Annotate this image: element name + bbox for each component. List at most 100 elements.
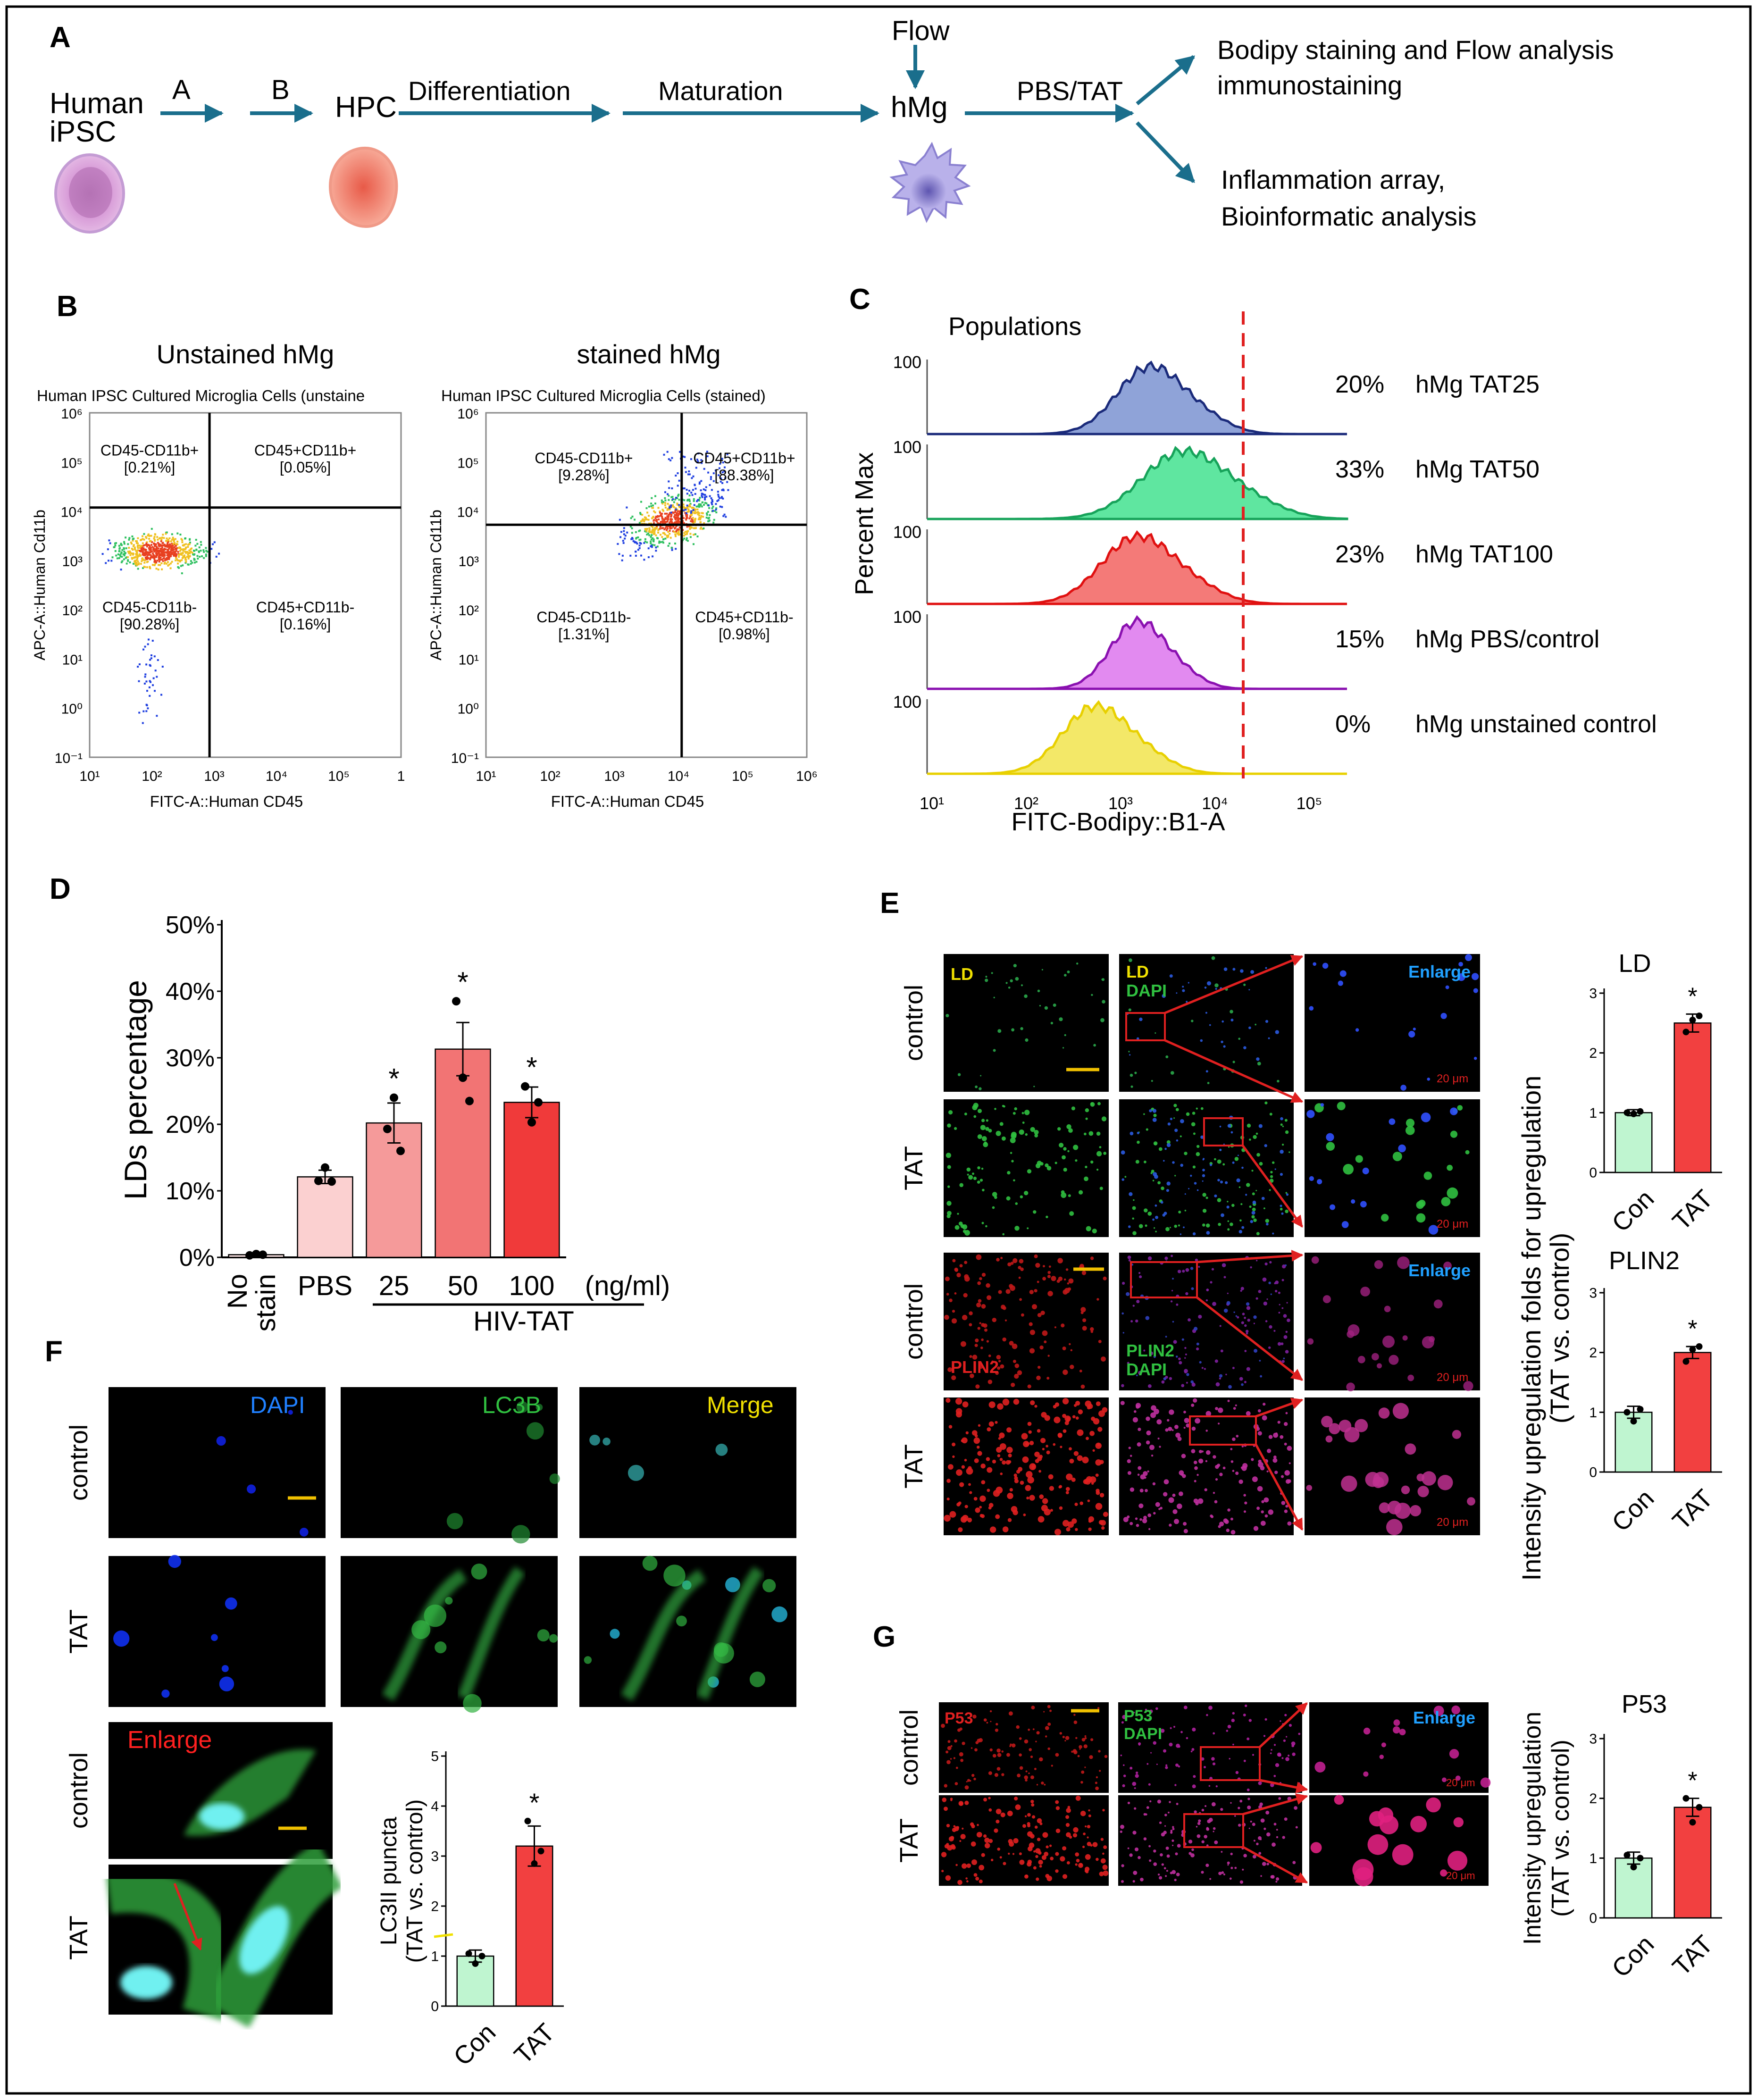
fluorescent-spot	[1283, 1314, 1287, 1318]
fluorescent-spot	[1175, 1108, 1179, 1112]
flow-dot	[148, 638, 150, 641]
flow-dot	[654, 517, 657, 519]
fluorescent-spot	[973, 1177, 977, 1180]
fluorescent-spot	[1273, 1744, 1276, 1746]
enlarged-cell	[106, 1870, 232, 2021]
fluorescent-spot	[1163, 1377, 1166, 1380]
flow-dot	[141, 546, 143, 548]
fluorescent-spot	[1217, 1464, 1221, 1467]
flow-dot	[645, 530, 648, 532]
flow-dot	[700, 503, 702, 506]
flow-dot	[138, 563, 140, 566]
zoom-arrow	[1243, 1793, 1308, 1816]
fluorescent-spot	[1272, 1232, 1274, 1235]
flow-dot	[706, 455, 709, 458]
fluorescent-spot	[959, 1264, 963, 1268]
flow-dot	[714, 469, 717, 472]
flow-dot	[648, 527, 651, 529]
flow-dot	[146, 554, 149, 556]
fluorescent-spot	[1191, 1426, 1196, 1431]
fluorescent-spot	[1196, 1189, 1199, 1191]
flow-dot	[143, 552, 145, 555]
fluorescent-spot	[1276, 1829, 1278, 1831]
fluorescent-spot	[1051, 1765, 1053, 1767]
fluorescent-spot	[1015, 977, 1019, 981]
fluorescent-spot	[1422, 1471, 1436, 1486]
fluorescent-spot	[1292, 1861, 1296, 1865]
flow-dot	[682, 503, 685, 506]
flow-dot	[634, 519, 636, 521]
fluorescent-spot	[1273, 1432, 1279, 1438]
data-point	[1637, 1855, 1644, 1862]
e-enlarge-label: Enlarge	[1408, 1261, 1471, 1280]
flow-dot	[147, 544, 149, 546]
fluorescent-spot	[1276, 1877, 1280, 1881]
flow-dot	[686, 512, 687, 514]
fluorescent-spot	[1091, 994, 1093, 996]
fluorescent-spot	[1066, 1417, 1071, 1421]
flow-dot	[155, 561, 158, 563]
fluorescent-spot	[1075, 1528, 1078, 1531]
flow-dot	[178, 554, 180, 556]
flow-dot	[139, 547, 142, 549]
fluorescent-spot	[1171, 1289, 1173, 1292]
fluorescent-spot	[1185, 1353, 1187, 1355]
fluorescent-spot	[992, 1192, 997, 1197]
flow-dot	[717, 491, 719, 493]
zoom-arrow	[1196, 1250, 1304, 1263]
fluorescent-spot	[446, 1513, 463, 1530]
fluorescent-spot	[1081, 1271, 1087, 1275]
fluorescent-spot	[1239, 1880, 1243, 1884]
flow-dot	[146, 541, 148, 544]
flow-dot	[174, 552, 176, 555]
fluorescent-spot	[1128, 1259, 1131, 1262]
fluorescent-spot	[1219, 1148, 1222, 1151]
fluorescent-spot	[1090, 1160, 1094, 1164]
fluorescent-spot	[1026, 1497, 1029, 1500]
flow-dot	[658, 542, 661, 544]
fluorescent-spot	[997, 1753, 1002, 1757]
flow-xtick: 10²	[540, 769, 560, 784]
flow-dot	[185, 559, 187, 561]
flow-dot	[127, 551, 129, 553]
fluorescent-spot	[1098, 1750, 1101, 1753]
flow-dot	[669, 520, 671, 523]
fluorescent-spot	[1097, 1102, 1101, 1105]
g-merge-p53-label: P53	[1124, 1707, 1153, 1725]
fluorescent-spot	[1269, 1261, 1272, 1263]
fluorescent-spot	[1227, 1124, 1231, 1128]
fluorescent-spot	[964, 1113, 967, 1116]
fluorescent-spot	[1034, 1405, 1037, 1408]
fluorescent-spot	[1155, 1204, 1157, 1207]
flow-dot	[188, 555, 190, 558]
fluorescent-spot	[1132, 1217, 1134, 1220]
flow-dot	[677, 522, 679, 525]
hist-xtick: 10³	[1108, 794, 1133, 813]
fluorescent-spot	[1172, 1161, 1175, 1164]
fluorescent-spot	[1138, 1503, 1144, 1508]
flow-dot	[141, 544, 143, 547]
fluorescent-spot	[1025, 1442, 1029, 1446]
fluorescent-spot	[1128, 972, 1131, 975]
flow-dot	[215, 555, 218, 558]
fluorescent-spot	[1040, 1311, 1045, 1315]
flow-dot	[171, 538, 173, 541]
flow-dot	[655, 527, 657, 530]
fluorescent-spot	[1100, 1018, 1104, 1022]
fluorescent-spot	[1277, 1342, 1281, 1346]
flow-dot	[667, 508, 669, 510]
fluorescent-spot	[1261, 1196, 1265, 1200]
fluorescent-spot	[1152, 1482, 1156, 1486]
quadrant-lr-value: [0.16%]	[280, 616, 331, 633]
fluorescent-spot	[1320, 1103, 1324, 1107]
flow-dot	[707, 517, 710, 519]
flow-dot	[648, 505, 650, 508]
flow-dot	[693, 500, 695, 502]
fluorescent-spot	[1202, 1209, 1207, 1213]
fluorescent-spot	[1014, 1373, 1019, 1379]
flow-dot	[690, 492, 693, 494]
flow-dot	[652, 528, 654, 530]
flow-dot	[653, 519, 655, 522]
